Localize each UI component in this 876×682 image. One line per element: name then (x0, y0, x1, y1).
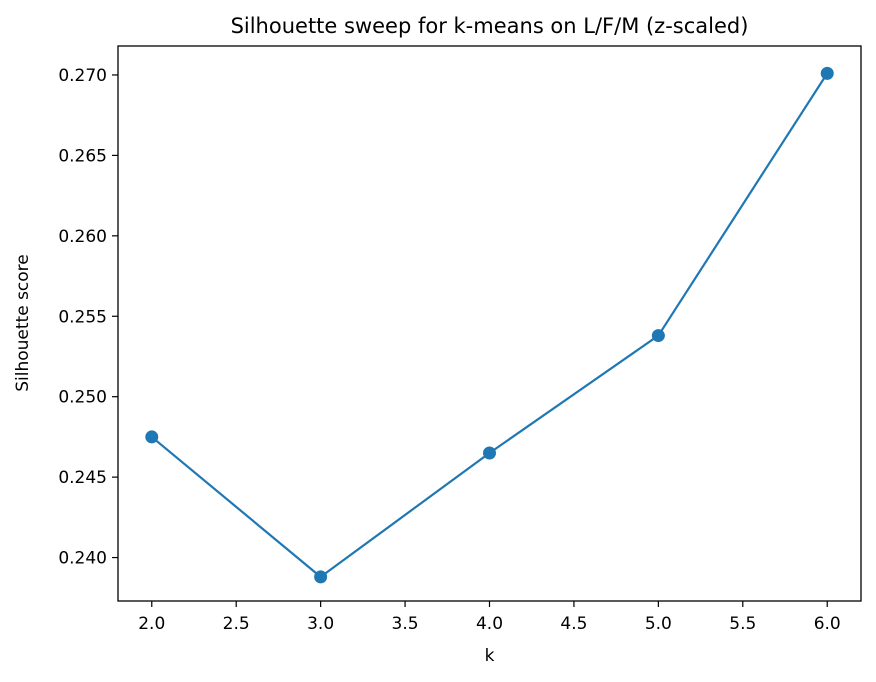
y-tick-label: 0.250 (58, 388, 107, 408)
x-tick-label: 6.0 (814, 614, 841, 634)
x-tick-label: 5.5 (729, 614, 756, 634)
y-tick-label: 0.240 (58, 549, 107, 569)
y-tick-label: 0.270 (58, 66, 107, 86)
x-tick-label: 2.0 (138, 614, 165, 634)
y-tick-label: 0.245 (58, 468, 107, 488)
y-tick-label: 0.265 (58, 146, 107, 166)
x-tick-label: 3.0 (307, 614, 334, 634)
data-point (145, 430, 159, 444)
y-tick-label: 0.260 (58, 227, 107, 247)
data-point (483, 446, 496, 460)
data-point (314, 570, 328, 584)
y-axis-label: Silhouette score (13, 254, 33, 392)
chart-title: Silhouette sweep for k-means on L/F/M (z… (231, 14, 749, 38)
y-tick-label: 0.255 (58, 307, 107, 327)
data-point (651, 329, 665, 343)
x-tick-label: 3.5 (392, 614, 419, 634)
axes-frame (117, 45, 862, 602)
data-point (820, 66, 834, 80)
plot-area: 2.0 2.5 3.0 3.5 4.0 4.5 5.0 5.5 6.0 0.240 0.245 0.2… (58, 45, 862, 634)
x-axis-label: k (485, 646, 495, 666)
x-tick-label: 5.0 (645, 614, 672, 634)
x-tick-label: 4.0 (476, 614, 503, 634)
x-tick-label: 2.5 (223, 614, 250, 634)
x-tick-label: 4.5 (560, 614, 587, 634)
